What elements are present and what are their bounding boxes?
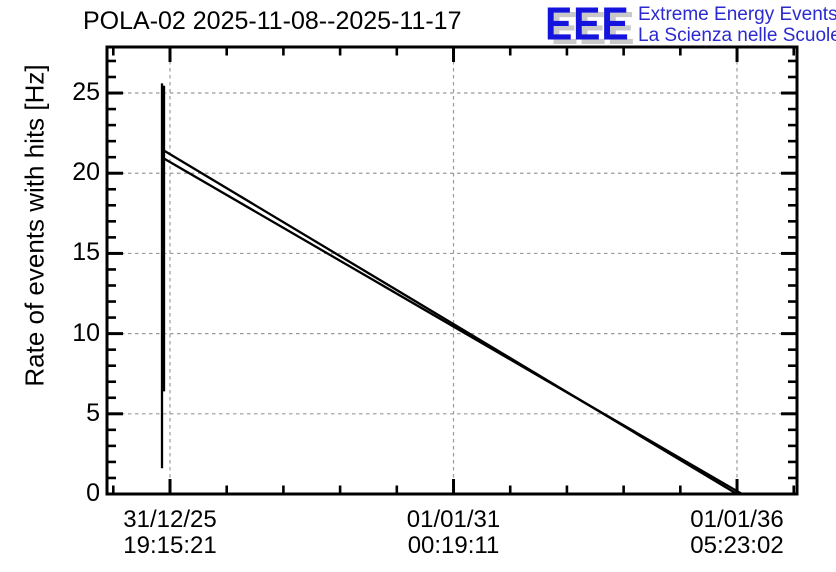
- x-tick-time: 19:15:21: [123, 532, 217, 559]
- y-tick-label-15: 15: [72, 238, 100, 267]
- eee-logo-letters: EEE: [545, 0, 630, 50]
- x-tick-date: 01/01/31: [406, 506, 501, 533]
- x-tick-time: 05:23:02: [690, 532, 784, 559]
- data-series-decay-line-lower: [162, 157, 743, 495]
- eee-logo-subtitle: Extreme Energy Events La Scienza nelle S…: [638, 4, 836, 46]
- eee-logo-subtitle-line2: La Scienza nelle Scuole: [638, 25, 836, 46]
- eee-logo: EEE Extreme Energy Events La Scienza nel…: [545, 0, 836, 53]
- x-tick-time: 00:19:11: [407, 532, 500, 559]
- y-tick-label-5: 5: [86, 398, 100, 427]
- eee-logo-subtitle-line1: Extreme Energy Events: [638, 4, 836, 25]
- y-tick-label-20: 20: [72, 158, 100, 187]
- x-tick-label-2: 01/01/36 05:23:02: [657, 507, 817, 559]
- y-tick-label-25: 25: [72, 78, 100, 107]
- x-tick-date: 01/01/36: [690, 506, 784, 533]
- x-tick-label-0: 31/12/25 19:15:21: [90, 507, 250, 559]
- chart-title: POLA-02 2025-11-08--2025-11-17: [83, 7, 462, 35]
- y-tick-label-0: 0: [86, 479, 100, 507]
- plot-frame: [105, 45, 799, 496]
- y-tick-label-10: 10: [72, 318, 100, 347]
- x-tick-label-1: 01/01/31 00:19:11: [374, 507, 534, 559]
- x-tick-date: 31/12/25: [123, 506, 217, 533]
